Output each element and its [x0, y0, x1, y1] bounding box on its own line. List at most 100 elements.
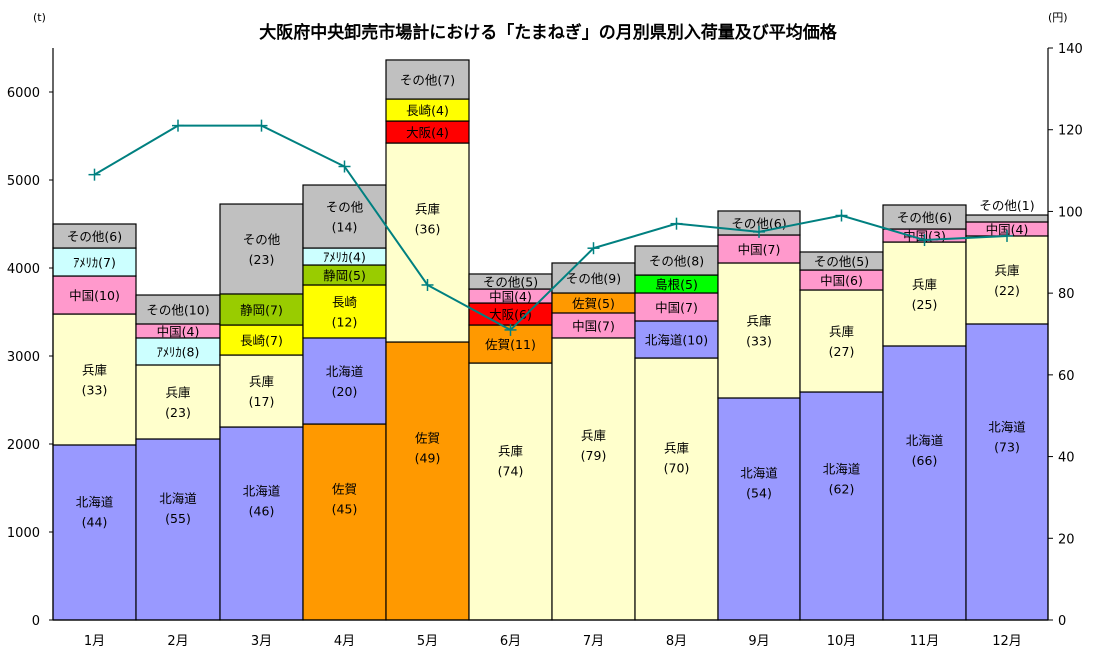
bar-stack-7月: 兵庫 (79) 中国(7) 佐賀(5) その他(9): [551, 262, 636, 621]
segment-label: その他(6): [897, 210, 952, 225]
segment-label-line: (46): [249, 503, 275, 518]
segment-label: 兵庫 (23): [165, 385, 191, 420]
segment-label-line: ｱﾒﾘｶ(7): [73, 255, 116, 270]
segment-label-line: 佐賀(5): [572, 296, 615, 311]
segment-label: 北海道 (73): [988, 419, 1026, 454]
segment-label: 北海道(10): [645, 333, 708, 348]
segment-label: 静岡(5): [323, 268, 366, 283]
segment-label: 兵庫 (79): [581, 428, 607, 463]
segment-label-line: (79): [581, 448, 607, 463]
segment-label-line: (49): [415, 451, 441, 466]
segment-label: その他(8): [649, 254, 704, 269]
right-tick-label: 40: [1058, 451, 1075, 466]
left-tick-label: 5000: [7, 174, 40, 189]
segment-label-line: (17): [249, 394, 275, 409]
segment-label-line: 兵庫: [912, 277, 937, 292]
bar-segment: [302, 284, 387, 339]
segment-label-line: 兵庫: [746, 313, 771, 328]
right-axis-unit: (円): [1048, 11, 1068, 24]
segment-label: その他(6): [67, 229, 122, 244]
segment-label-line: 長崎(7): [240, 333, 283, 348]
segment-label-line: 北海道: [159, 491, 197, 506]
x-tick-label: 5月: [417, 634, 438, 649]
segment-label-line: 兵庫: [415, 202, 440, 217]
segment-label-line: 佐賀: [415, 431, 440, 446]
left-tick-label: 2000: [7, 438, 40, 453]
bar-stack-4月: 佐賀 (45) 北海道 (20) 長崎 (12) 静岡(5) ｱﾒﾘｶ(4) その他 (14): [302, 184, 387, 621]
bar-segment: [52, 313, 137, 446]
bar-segment: [965, 323, 1049, 621]
segment-label-line: 北海道: [823, 462, 861, 477]
bar-segment: [882, 241, 967, 347]
right-tick-label: 20: [1058, 532, 1075, 547]
segment-label-line: 兵庫: [581, 428, 606, 443]
segment-label-line: 中国(7): [738, 242, 781, 257]
x-tick-label: 3月: [251, 634, 272, 649]
segment-label-line: (62): [829, 482, 855, 497]
segment-label: 兵庫 (74): [498, 444, 524, 479]
segment-label-line: その他: [326, 200, 364, 215]
bar-stack-2月: 北海道 (55) 兵庫 (23) ｱﾒﾘｶ(8) 中国(4) その他(10): [135, 294, 221, 621]
segment-label-line: 中国(10): [69, 288, 120, 303]
segment-label-line: 静岡(5): [323, 268, 366, 283]
price-marker: [670, 217, 683, 230]
segment-label: 中国(6): [820, 273, 863, 288]
x-tick-label: 12月: [992, 634, 1022, 649]
segment-label-line: 佐賀: [332, 481, 357, 496]
right-tick-label: 140: [1058, 42, 1083, 57]
bar-segment: [135, 294, 221, 325]
x-tick-label: 4月: [334, 634, 355, 649]
bar-segment: [717, 397, 801, 621]
segment-label-line: 北海道(10): [645, 333, 708, 348]
segment-label: その他(10): [146, 302, 209, 317]
segment-label: 中国(4): [986, 222, 1029, 237]
segment-label-line: その他(8): [649, 254, 704, 269]
segment-label: ｱﾒﾘｶ(8): [157, 344, 200, 359]
segment-label: 中国(7): [572, 318, 615, 333]
bar-stack-10月: 北海道 (62) 兵庫 (27) 中国(6) その他(5): [799, 251, 884, 621]
segment-label: その他(7): [400, 73, 455, 88]
segment-label: 長崎 (12): [332, 294, 358, 329]
segment-label: 長崎(4): [406, 103, 449, 118]
segment-label-line: ｱﾒﾘｶ(8): [157, 344, 200, 359]
segment-label: 中国(4): [489, 289, 532, 304]
price-marker: [753, 225, 765, 238]
segment-label: その他 (14): [326, 200, 364, 235]
bar-segment: [799, 289, 884, 393]
segment-label-line: (33): [746, 333, 772, 348]
segment-label-line: その他(6): [731, 216, 786, 231]
bar-segment: [302, 184, 387, 249]
segment-label-line: 北海道: [988, 419, 1026, 434]
x-tick-label: 2月: [167, 634, 188, 649]
bar-segment: [965, 235, 1049, 325]
segment-label-line: 北海道: [243, 483, 281, 498]
price-marker: [918, 234, 931, 247]
price-marker: [172, 119, 184, 132]
segment-label: 北海道 (62): [823, 462, 861, 497]
segment-label: 北海道 (46): [243, 483, 281, 518]
bar-segment: [634, 357, 719, 621]
segment-label: 佐賀(5): [572, 296, 615, 311]
segment-label-line: (44): [82, 514, 108, 529]
segment-label-line: 北海道: [906, 433, 944, 448]
bar-segment: [385, 142, 470, 343]
segment-label-line: (73): [994, 439, 1020, 454]
x-tick-label: 10月: [827, 634, 857, 649]
segment-label-line: 兵庫: [82, 362, 107, 377]
segment-label-line: 兵庫: [249, 374, 274, 389]
segment-label-line: 北海道: [326, 364, 364, 379]
segment-label: その他(5): [814, 254, 869, 269]
segment-label: 島根(5): [655, 277, 698, 292]
bar-segment: [468, 362, 553, 621]
bar-segment: [219, 354, 304, 428]
segment-label-line: (70): [664, 461, 690, 476]
segment-label: 兵庫 (36): [415, 202, 441, 237]
segment-label-line: その他(9): [566, 271, 621, 286]
segment-label-line: 兵庫: [165, 385, 190, 400]
segment-label-line: その他(6): [67, 229, 122, 244]
bar-stack-8月: 兵庫 (70) 北海道(10) 中国(7) 島根(5) その他(8): [634, 245, 719, 621]
bar-stack-6月: 兵庫(74)佐賀(11)大阪(6)中国(4)その他(5): [468, 273, 553, 621]
segment-label: その他(1): [979, 198, 1034, 213]
segment-label-line: 中国(4): [489, 289, 532, 304]
